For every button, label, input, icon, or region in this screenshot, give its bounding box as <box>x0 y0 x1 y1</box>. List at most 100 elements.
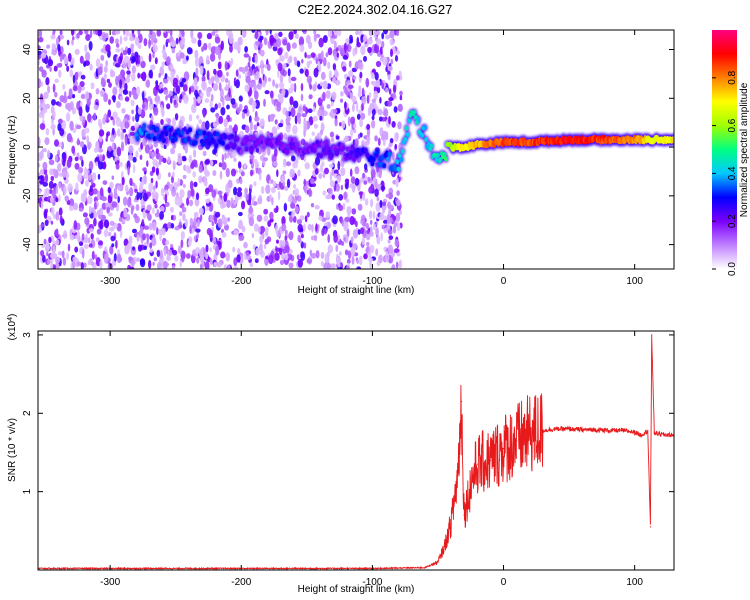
spectrogram-noise-blob <box>281 89 285 98</box>
spectrogram-ridge-point <box>371 156 376 162</box>
spectrogram-noise-blob <box>335 79 341 86</box>
spectrogram-ridge-point <box>387 151 392 157</box>
spectrogram-noise-blob <box>44 173 49 183</box>
spectrogram-noise-blob <box>288 31 294 40</box>
spectrogram-noise-blob <box>98 214 103 219</box>
spectrogram-noise-blob <box>322 35 328 44</box>
spectrogram-noise-blob <box>51 118 54 125</box>
spectrogram-noise-blob <box>363 253 368 260</box>
spectrogram-noise-blob <box>48 180 54 190</box>
spectrogram-noise-blob <box>385 66 389 72</box>
spectrogram-noise-blob <box>223 193 228 202</box>
spectrogram-noise-blob <box>57 251 64 256</box>
spectrogram-noise-blob <box>213 159 218 165</box>
spectrogram-noise-blob <box>293 30 297 35</box>
spectrogram-noise-blob <box>153 141 158 148</box>
spectrogram-noise-blob <box>311 252 316 259</box>
spectrogram-noise-blob <box>40 109 45 119</box>
spectrogram-noise-blob <box>139 154 143 160</box>
snr-y-tick-label: 1 <box>22 488 33 494</box>
spectrogram-noise-blob <box>370 183 374 192</box>
spectrogram-noise-blob <box>380 232 384 242</box>
spectrogram-noise-blob <box>115 48 121 53</box>
spectrogram-noise-blob <box>137 107 142 115</box>
spectrogram-noise-blob <box>122 196 128 206</box>
spectrogram-noise-blob <box>124 121 130 129</box>
spectrogram-noise-blob <box>278 31 283 37</box>
spectrogram-noise-blob <box>233 157 237 162</box>
spectrogram-noise-blob <box>227 217 230 222</box>
spectrogram-noise-blob <box>245 251 250 257</box>
spectrogram-ridge-point <box>370 161 375 167</box>
spectrogram-noise-blob <box>259 41 263 49</box>
spectrogram-noise-blob <box>86 98 91 107</box>
spectrogram-noise-blob <box>247 61 251 68</box>
spectrogram-noise-blob <box>248 55 251 63</box>
spectrogram-noise-blob <box>398 259 403 269</box>
spectrogram-noise-blob <box>313 123 318 129</box>
spectrogram-noise-blob <box>142 233 146 241</box>
spectrogram-noise-blob <box>152 52 155 59</box>
spectrogram-noise-blob <box>189 217 194 227</box>
spectrogram-noise-blob <box>319 115 323 121</box>
spectrogram-noise-blob <box>116 43 120 48</box>
snr-point <box>424 567 426 569</box>
spectrogram-noise-blob <box>381 32 385 40</box>
spectrogram-ridge-point <box>312 148 317 154</box>
snr-x-ticks: -300 -200 -100 0 100 <box>100 331 643 588</box>
spectrogram-noise-blob <box>179 189 185 198</box>
spectrogram-noise-blob <box>157 262 161 269</box>
spectrogram-noise-blob <box>182 84 188 92</box>
spectrogram-noise-blob <box>88 205 92 215</box>
spectrogram-noise-blob <box>396 252 401 257</box>
spectrogram-noise-blob <box>38 54 41 60</box>
spectrogram-noise-blob <box>322 91 326 102</box>
spectrogram-noise-blob <box>103 219 110 229</box>
spectrogram-noise-blob <box>156 249 161 257</box>
spectrogram-noise-blob <box>84 44 88 53</box>
spectrogram-noise-blob <box>225 77 229 83</box>
spectrogram-noise-blob <box>226 104 230 110</box>
spectrogram-noise-blob <box>171 47 176 54</box>
spectrogram-noise-blob <box>399 95 403 101</box>
spectrogram-noise-blob <box>59 34 64 40</box>
spectrogram-noise-blob <box>108 99 111 106</box>
spectrogram-noise-blob <box>382 215 387 220</box>
spectrogram-noise-blob <box>233 257 238 267</box>
spectrogram-noise-blob <box>372 223 376 231</box>
spectrogram-noise-blob <box>84 30 89 35</box>
spectrogram-noise-blob <box>303 242 307 249</box>
spectrogram-noise-blob <box>132 116 135 122</box>
spectrogram-ridge-point <box>142 123 147 129</box>
spectrogram-ridge-point <box>232 142 237 148</box>
spectrogram-ridge-point <box>260 135 265 141</box>
spectrogram-noise-blob <box>189 180 194 191</box>
spectrogram-ridge-point <box>323 150 328 156</box>
spectrogram-noise-blob <box>193 181 198 188</box>
spectrogram-noise-blob <box>125 30 130 37</box>
spectrogram-noise-blob <box>137 72 141 79</box>
spectrogram-noise-blob <box>283 202 288 212</box>
spectrogram-ridge-point <box>397 153 402 159</box>
spectrogram-noise-blob <box>360 34 364 43</box>
spectrogram-noise-blob <box>163 30 167 33</box>
spectrogram-noise-blob <box>111 201 118 208</box>
spectrogram-noise-blob <box>290 76 297 82</box>
spectrogram-noise-blob <box>300 234 304 239</box>
spectrogram-noise-blob <box>91 182 96 188</box>
spectrogram-noise-blob <box>48 159 55 166</box>
spectrogram-noise-blob <box>383 108 389 118</box>
colorbar-tick-label: 0.2 <box>727 214 738 228</box>
spectrogram-noise-blob <box>332 63 337 71</box>
spectrogram-noise-blob <box>263 243 267 250</box>
spectrogram-noise-blob <box>213 261 218 267</box>
spectrogram-noise-blob <box>38 78 42 89</box>
spectrogram-noise-blob <box>205 187 210 195</box>
spectrogram-noise-blob <box>321 228 325 237</box>
spectrogram-ridge-point <box>341 145 346 151</box>
spectrogram-noise-blob <box>294 188 300 197</box>
spectrogram-noise-blob <box>148 259 152 269</box>
spectrogram-noise-blob <box>149 242 153 249</box>
spectrogram-noise-blob <box>92 188 98 195</box>
spectrogram-noise-blob <box>263 215 269 222</box>
